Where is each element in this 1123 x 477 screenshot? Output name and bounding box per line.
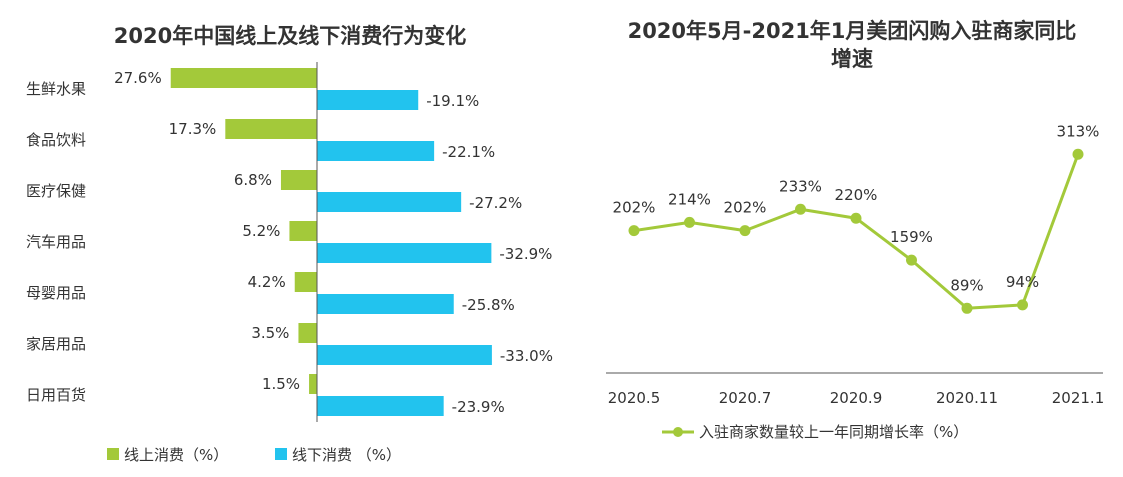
data-label-online: 6.8% (234, 171, 272, 189)
data-point (795, 203, 806, 215)
data-label-offline: -27.2% (469, 194, 522, 212)
legend-swatch-online (107, 448, 119, 460)
data-label-online: 1.5% (262, 375, 300, 393)
data-label-online: 27.6% (114, 69, 162, 87)
category-label: 日用百货 (26, 386, 86, 404)
bar-online (225, 119, 317, 139)
legend-label-growth: 入驻商家数量较上一年同期增长率（%） (699, 423, 968, 441)
bar-online (298, 323, 317, 343)
category-label: 生鲜水果 (26, 80, 86, 98)
category-label: 家居用品 (26, 335, 86, 353)
bar-online (309, 374, 317, 394)
x-tick-label: 2021.1 (1052, 389, 1105, 407)
bar-online (170, 68, 317, 88)
data-label: 313% (1057, 122, 1100, 140)
data-label: 233% (779, 177, 822, 195)
data-point (961, 302, 973, 314)
category-label: 母婴用品 (26, 284, 86, 302)
data-point (1017, 299, 1028, 311)
data-point (850, 212, 862, 224)
data-label-online: 3.5% (251, 324, 289, 342)
bar-offline (317, 90, 419, 110)
legend-label-offline: 线下消费 （%） (292, 446, 401, 464)
data-label: 89% (950, 276, 983, 294)
right-chart-title-line1: 2020年5月-2021年1月美团闪购入驻商家同比 (628, 19, 1077, 43)
bar-online (289, 221, 317, 241)
data-label-offline: -19.1% (426, 92, 479, 110)
data-label: 202% (613, 199, 656, 217)
category-label: 食品饮料 (26, 131, 86, 149)
x-tick-label: 2020.9 (830, 389, 883, 407)
legend-swatch-offline (275, 448, 287, 460)
data-label: 202% (724, 199, 767, 217)
data-label-offline: -23.9% (452, 398, 505, 416)
data-label-offline: -33.0% (500, 347, 553, 365)
data-label-offline: -25.8% (462, 296, 515, 314)
bar-offline (317, 294, 454, 314)
bar-offline (317, 243, 492, 263)
left-chart: 2020年中国线上及线下消费行为变化 生鲜水果食品饮料医疗保健汽车用品母婴用品家… (26, 24, 553, 464)
bar-online (280, 170, 317, 190)
category-label: 医疗保健 (26, 182, 86, 200)
left-chart-title: 2020年中国线上及线下消费行为变化 (114, 24, 466, 48)
data-point (628, 225, 640, 237)
category-label: 汽车用品 (26, 233, 86, 251)
data-label-online: 5.2% (242, 222, 280, 240)
x-tick-label: 2020.7 (719, 389, 772, 407)
data-point (684, 216, 695, 228)
right-chart: 2020年5月-2021年1月美团闪购入驻商家同比 增速 2020.5 2020.… (606, 19, 1104, 441)
data-label-offline: -22.1% (442, 143, 495, 161)
data-point (1072, 148, 1084, 160)
left-chart-legend: 线上消费（%） 线下消费 （%） (107, 446, 401, 464)
right-chart-legend: 入驻商家数量较上一年同期增长率（%） (662, 423, 968, 441)
bar-offline (317, 141, 435, 161)
data-label-online: 4.2% (248, 273, 286, 291)
legend-marker-growth (673, 427, 683, 437)
bar-offline (317, 192, 462, 212)
right-chart-title-line2: 增速 (831, 47, 873, 71)
data-point (739, 225, 751, 237)
data-label: 214% (668, 190, 711, 208)
data-point (906, 254, 917, 266)
legend-label-online: 线上消费（%） (124, 446, 228, 464)
x-tick-label: 2020.11 (936, 389, 998, 407)
x-tick-label: 2020.5 (608, 389, 661, 407)
data-label: 159% (890, 228, 933, 246)
bar-offline (317, 345, 492, 365)
data-label: 94% (1006, 273, 1039, 291)
data-label-online: 17.3% (169, 120, 217, 138)
bar-online (294, 272, 317, 292)
data-label: 220% (835, 186, 878, 204)
data-label-offline: -32.9% (499, 245, 552, 263)
bar-offline (317, 396, 444, 416)
